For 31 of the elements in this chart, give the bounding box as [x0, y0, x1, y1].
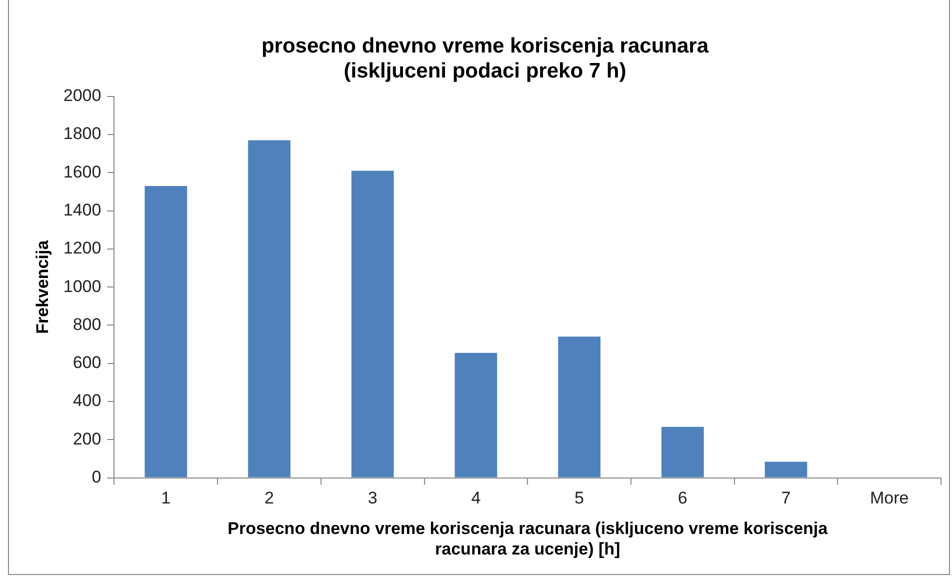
y-tick-label: 1800: [63, 124, 102, 144]
text: (iskljuceni podaci preko 7 h): [344, 60, 626, 83]
y-tick-label: 0: [92, 467, 102, 486]
x-tick-label: 2: [264, 488, 274, 508]
y-tick-label: 600: [72, 353, 102, 372]
bar: [454, 352, 498, 478]
x-tick-label: 5: [574, 488, 584, 508]
bar: [764, 462, 808, 478]
bar: [144, 186, 188, 478]
text: prosecno dnevno vreme koriscenja racunara: [261, 34, 709, 58]
bar: [558, 336, 600, 478]
text: racunara za ucenje) [h]: [435, 539, 620, 558]
x-tick-label: 1: [161, 488, 171, 508]
x-tick-label: 4: [471, 488, 481, 508]
x-tick-label: 3: [368, 488, 378, 508]
bar: [661, 426, 704, 478]
y-tick-label: 1600: [63, 162, 102, 182]
x-tick-label: 6: [678, 488, 688, 508]
x-tick-label: More: [870, 488, 909, 508]
x-tick-label: 7: [781, 488, 791, 508]
y-tick-label: 1400: [63, 200, 102, 220]
bar: [248, 140, 290, 478]
text: Prosecno dnevno vreme koriscenja racunara (iskljuceno vreme koriscenja: [228, 519, 828, 538]
y-tick-label: 2000: [63, 86, 102, 106]
y-axis-title: Frekvencija: [32, 240, 52, 334]
y-tick-label: 800: [72, 314, 102, 334]
bar: [351, 170, 394, 478]
y-tick-label: 1200: [63, 238, 102, 258]
y-tick-label: 1000: [63, 276, 102, 296]
y-tick-label: 400: [72, 391, 102, 410]
y-tick-label: 200: [72, 429, 102, 448]
